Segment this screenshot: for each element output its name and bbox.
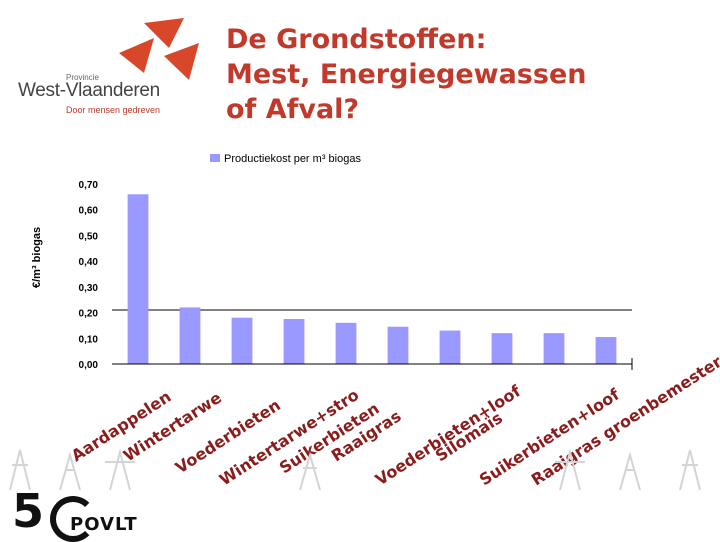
y-axis-label: €/m³ biogas (31, 227, 43, 288)
bar-9 (543, 333, 565, 364)
footer-logo-text: POVLT (70, 514, 138, 535)
title-line-3: of Afval? (226, 94, 360, 125)
footer-logo-50-povlt: 5 POVLT (8, 484, 148, 542)
y-tick-label: 0,00 (79, 360, 99, 371)
y-tick-label: 0,70 (79, 180, 99, 191)
y-tick-label: 0,40 (79, 257, 99, 268)
bar-3 (231, 317, 253, 364)
logo-province-label: Provincie (66, 73, 99, 82)
y-tick-label: 0,30 (79, 283, 99, 294)
logo-name: West-Vlaanderen (18, 80, 160, 101)
footer-logo-number: 5 (12, 484, 45, 538)
y-tick-label: 0,10 (79, 334, 99, 345)
footer-logo-ring-icon (50, 496, 96, 542)
title-line-1: De Grondstoffen: (226, 24, 487, 55)
logo-west-vlaanderen: Provincie West-Vlaanderen Door mensen ge… (14, 18, 214, 115)
y-tick-labels: 0,00 0,10 0,20 0,30 0,40 0,50 0,60 0,70 (79, 180, 99, 371)
bar-6 (387, 326, 409, 364)
page-title: De Grondstoffen: Mest, Energiegewassen o… (226, 22, 706, 127)
legend-swatch (210, 154, 220, 162)
y-tick-label: 0,50 (79, 231, 99, 242)
bar-2 (179, 307, 201, 364)
logo-slogan: Door mensen gedreven (66, 105, 161, 115)
bar-4 (283, 319, 305, 364)
y-tick-label: 0,20 (79, 309, 99, 320)
footer-figures-decoration (9, 448, 701, 491)
bar-10 (595, 337, 617, 364)
bar-8 (491, 333, 513, 364)
bar-7 (439, 330, 461, 364)
logo-kites-icon (119, 18, 199, 80)
chart-legend: Productiekost per m³ biogas (210, 153, 361, 165)
bar-1 (127, 194, 149, 364)
legend-label: Productiekost per m³ biogas (224, 153, 361, 165)
title-line-2: Mest, Energiegewassen (226, 59, 587, 90)
y-tick-label: 0,60 (79, 206, 99, 217)
bar-5 (335, 322, 357, 364)
bars-group (127, 194, 617, 364)
